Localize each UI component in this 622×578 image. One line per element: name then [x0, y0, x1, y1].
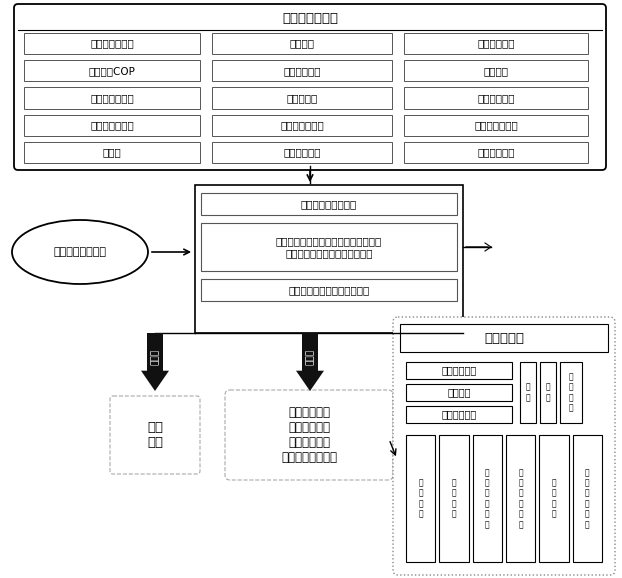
Text: 增加节能设备: 增加节能设备: [442, 365, 476, 376]
Text: 水泵效率: 水泵效率: [483, 66, 509, 76]
FancyBboxPatch shape: [225, 390, 393, 480]
Text: 方
案
名
称: 方 案 名 称: [419, 479, 423, 518]
Bar: [520, 362, 536, 423]
Text: 实际功率因数: 实际功率因数: [477, 39, 515, 49]
Bar: [540, 362, 556, 423]
Text: 评
价
标
准: 评 价 标 准: [569, 372, 573, 413]
Bar: [406, 362, 512, 379]
Text: 能效标准数据库: 能效标准数据库: [282, 13, 338, 25]
Bar: [147, 333, 163, 370]
Bar: [24, 114, 200, 136]
Bar: [212, 142, 392, 163]
Text: 炉体表面温度: 炉体表面温度: [283, 147, 321, 157]
Text: 判断参数状态区间：经济、非经济、一
级、二级、三级、合格、不合格: 判断参数状态区间：经济、非经济、一 级、二级、三级、合格、不合格: [276, 236, 382, 258]
Bar: [302, 333, 318, 370]
Bar: [24, 87, 200, 109]
Text: 制冷机组COP: 制冷机组COP: [88, 66, 136, 76]
Bar: [404, 87, 588, 109]
Text: 炉渣可燃物含量: 炉渣可燃物含量: [280, 120, 324, 130]
Text: 排烟温度: 排烟温度: [289, 39, 315, 49]
Text: 不改造: 不改造: [305, 349, 315, 365]
Text: 锅炉热效率: 锅炉热效率: [286, 93, 318, 103]
Bar: [24, 33, 200, 54]
Text: 能耗仿真场景文件: 能耗仿真场景文件: [53, 247, 106, 257]
Text: 冷却水输送效率: 冷却水输送效率: [90, 120, 134, 130]
Bar: [404, 114, 588, 136]
Bar: [406, 435, 435, 562]
FancyBboxPatch shape: [393, 317, 615, 575]
Text: 无需
改造: 无需 改造: [147, 421, 163, 449]
Bar: [506, 435, 536, 562]
Text: 调
节
参
数
步
长: 调 节 参 数 步 长: [585, 468, 590, 529]
Bar: [406, 406, 512, 423]
Polygon shape: [141, 370, 169, 391]
Text: 电机实际负载率: 电机实际负载率: [474, 120, 518, 130]
Text: 提取关键能耗参数值: 提取关键能耗参数值: [301, 199, 357, 209]
Text: 提出系统改造决策：是否改造: 提出系统改造决策：是否改造: [289, 285, 369, 295]
Bar: [473, 435, 502, 562]
Text: 改造方案库: 改造方案库: [484, 332, 524, 344]
Bar: [404, 60, 588, 81]
Ellipse shape: [12, 220, 148, 284]
Bar: [406, 384, 512, 401]
Text: 电机实际效率: 电机实际效率: [477, 93, 515, 103]
Text: 过量空气系数: 过量空气系数: [283, 66, 321, 76]
Text: 下
限: 下 限: [545, 383, 550, 402]
Text: 系统实际效率: 系统实际效率: [477, 147, 515, 157]
Bar: [212, 33, 392, 54]
Bar: [24, 142, 200, 163]
Bar: [404, 33, 588, 54]
Bar: [24, 60, 200, 81]
Text: 方
案
描
述: 方 案 描 述: [452, 479, 457, 518]
Bar: [201, 279, 457, 301]
Text: 制冷系统能效比: 制冷系统能效比: [90, 39, 134, 49]
Text: 上
限: 上 限: [526, 383, 531, 402]
Bar: [212, 60, 392, 81]
Text: 泵效率: 泵效率: [103, 147, 121, 157]
Bar: [573, 435, 602, 562]
FancyBboxPatch shape: [14, 4, 606, 170]
Text: 调节能耗参数
生成调节曲线
对比调节效果
提出最优改造方案: 调节能耗参数 生成调节曲线 对比调节效果 提出最优改造方案: [281, 406, 337, 464]
Bar: [560, 362, 582, 423]
Bar: [404, 142, 588, 163]
Bar: [195, 185, 463, 333]
Bar: [201, 223, 457, 271]
Text: 改进内部结构: 改进内部结构: [442, 409, 476, 420]
Bar: [400, 324, 608, 352]
Text: 冷冻室输送效率: 冷冻室输送效率: [90, 93, 134, 103]
Bar: [539, 435, 569, 562]
Text: 更换设备: 更换设备: [447, 387, 471, 398]
Bar: [439, 435, 468, 562]
Text: 调
节
参
数
名
称: 调 节 参 数 名 称: [485, 468, 490, 529]
Polygon shape: [296, 370, 324, 391]
FancyBboxPatch shape: [110, 396, 200, 474]
Bar: [212, 114, 392, 136]
Bar: [201, 193, 457, 215]
Text: 调
节
方
向: 调 节 方 向: [552, 479, 556, 518]
Bar: [212, 87, 392, 109]
Text: 否改造: 否改造: [151, 349, 159, 365]
Text: 调
节
参
数
描
述: 调 节 参 数 描 述: [518, 468, 523, 529]
